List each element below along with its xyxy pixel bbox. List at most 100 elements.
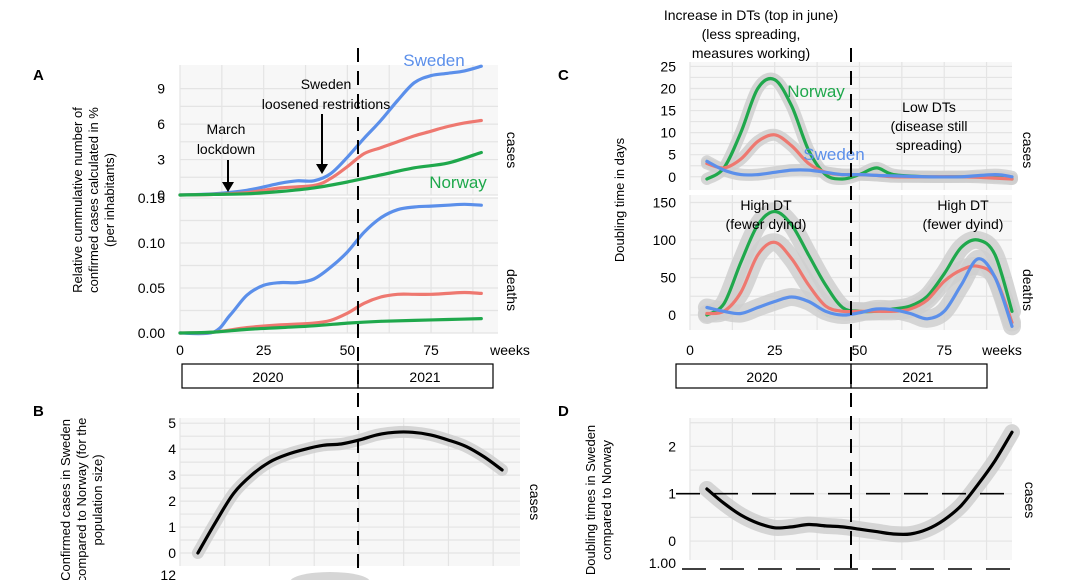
d-ylabel-line: compared to Norway	[599, 440, 614, 560]
c-annot-top-1: (less spreading,	[702, 26, 801, 42]
b-ytick-5: 5	[168, 415, 176, 431]
a-xlabel: weeks	[489, 342, 530, 358]
a-annot-sweden-1: loosened restrictions	[262, 96, 390, 112]
a-label-sweden: Sweden	[403, 51, 464, 70]
a-cases-ytick-1: 3	[157, 152, 165, 168]
series-lines	[178, 64, 1014, 555]
b-ytick-4: 4	[168, 441, 176, 457]
a-annot-march-0: March	[207, 121, 246, 137]
b-lower-tick: 12	[160, 567, 176, 580]
annotations: 2020 2021SwedenNorwayMarchlockdownSwedenl…	[181, 7, 1012, 575]
a-annot-sweden-0: Sweden	[301, 76, 352, 92]
c-cases-ytick-4: 20	[660, 80, 676, 96]
c-xtick-1: 25	[767, 342, 783, 358]
svg-text:Confirmed cases in Swedencompa: Confirmed cases in Swedencompared to Nor…	[58, 418, 105, 580]
a-xtick-3: 75	[423, 342, 439, 358]
d-ylabel-line: Doubling times in Sweden	[583, 425, 598, 575]
a-deaths-ytick-3: 0.15	[138, 190, 165, 206]
c-deaths-ytick-2: 100	[653, 232, 677, 248]
a-deaths-ytick-1: 0.05	[138, 280, 165, 296]
c-cases-facet-label: cases	[1020, 132, 1036, 169]
b-line-0	[196, 430, 504, 555]
panel-a-ylabel: Relative cummulative number ofconfirmed …	[70, 107, 117, 293]
c-cases-ytick-2: 10	[660, 125, 676, 141]
panel-letter-c: C	[558, 67, 569, 84]
c-deaths-line-2	[705, 257, 1014, 328]
panel-letter-d: D	[558, 403, 569, 420]
a-ylabel-line: Relative cummulative number of	[70, 107, 85, 293]
a-deaths-facet-group: deaths	[504, 269, 520, 311]
a-deaths-ytick-0: 0.00	[138, 325, 165, 341]
c-deaths-ytick-3: 150	[653, 195, 677, 211]
a-xtick-0: 0	[176, 342, 184, 358]
panel-b-ylabel: Confirmed cases in Swedencompared to Nor…	[58, 418, 105, 580]
c-annot-high-left-0: High DT	[740, 197, 792, 213]
c-deaths-ytick-1: 50	[660, 270, 676, 286]
a-ylabel-line: (per inhabitants)	[102, 153, 117, 247]
c-xlabel: weeks	[981, 342, 1022, 358]
b-facet-label: cases	[527, 484, 543, 521]
a-arrow-sweden-head	[316, 164, 328, 174]
c-xtick-2: 50	[852, 342, 868, 358]
a-ylabel-line: confirmed cases calculated in %	[86, 107, 101, 293]
c-annot-high-right-1: (fewer dyind)	[923, 216, 1004, 232]
svg-text:Doubling time in days: Doubling time in days	[612, 137, 627, 262]
svg-text:Relative cummulative number of: Relative cummulative number ofconfirmed …	[70, 107, 117, 293]
a-deaths-line-1	[178, 290, 483, 335]
panel-letter-a: A	[33, 67, 44, 84]
c-annot-top-2: measures working)	[692, 45, 810, 61]
c-label-sweden: Sweden	[803, 145, 864, 164]
a-deaths-ytick-2: 0.10	[138, 235, 165, 251]
a-deaths-line-2	[178, 317, 483, 335]
c-cases-facet-group: cases	[1020, 132, 1036, 169]
d-line-0	[705, 430, 1014, 537]
d-facet-group: cases	[1022, 482, 1038, 519]
c-annot-low-0: Low DTs	[902, 99, 956, 115]
c-cases-ytick-3: 15	[660, 103, 676, 119]
a-xtick-2: 50	[340, 342, 356, 358]
a-annot-march-1: lockdown	[197, 141, 255, 157]
c-deaths-ytick-0: 0	[668, 307, 676, 323]
a-deaths-line-0	[178, 202, 483, 336]
a-arrow-march-head	[222, 182, 234, 192]
a-label-norway: Norway	[429, 173, 487, 192]
c-cases-line-2	[705, 159, 1014, 179]
a-year-label-2021: 2021	[409, 369, 440, 385]
c-label-norway: Norway	[787, 82, 845, 101]
c-cases-ytick-1: 5	[668, 147, 676, 163]
a-cases-facet-group: cases	[504, 132, 520, 169]
c-cases-ytick-0: 0	[668, 169, 676, 185]
c-deaths-facet-group: deaths	[1020, 269, 1036, 311]
b-ytick-1: 1	[168, 519, 176, 535]
a-cases-facet-label: cases	[504, 132, 520, 169]
a-cases-line-1	[178, 118, 483, 197]
c-cases-ytick-5: 25	[660, 58, 676, 74]
b-ytick-3: 3	[168, 467, 176, 483]
b-ylabel-line: population size)	[90, 454, 105, 545]
c-xtick-3: 75	[936, 342, 952, 358]
panel-c-ylabel: Doubling time in days	[612, 137, 627, 262]
c-deaths-facet-label: deaths	[1020, 269, 1036, 311]
panel-letter-b: B	[33, 403, 44, 420]
panel-d-ylabel: Doubling times in Swedencompared to Norw…	[583, 425, 614, 575]
c-annot-low-1: (disease still	[890, 118, 967, 134]
a-cases-ytick-0: 0	[157, 187, 165, 203]
a-xtick-1: 25	[256, 342, 272, 358]
svg-text:Doubling times in Swedencompar: Doubling times in Swedencompared to Norw…	[583, 425, 614, 575]
b-lower-band	[290, 572, 370, 580]
c-annot-low-2: spreading)	[896, 137, 962, 153]
d-ytick-0: 0	[668, 533, 676, 549]
b-ylabel-line: Confirmed cases in Sweden	[58, 419, 73, 580]
a-deaths-facet-label: deaths	[504, 269, 520, 311]
a-year-label-2020: 2020	[252, 369, 283, 385]
d-lower-tick: 1.00	[649, 555, 676, 571]
c-annot-top-0: Increase in DTs (top in june)	[664, 7, 838, 23]
b-ylabel-line: compared to Norway (for the	[74, 418, 89, 580]
c-year-label-2021: 2021	[902, 369, 933, 385]
b-ytick-0: 0	[168, 545, 176, 561]
d-ytick-2: 2	[668, 438, 676, 454]
c-year-label-2020: 2020	[746, 369, 777, 385]
c-xtick-0: 0	[686, 342, 694, 358]
